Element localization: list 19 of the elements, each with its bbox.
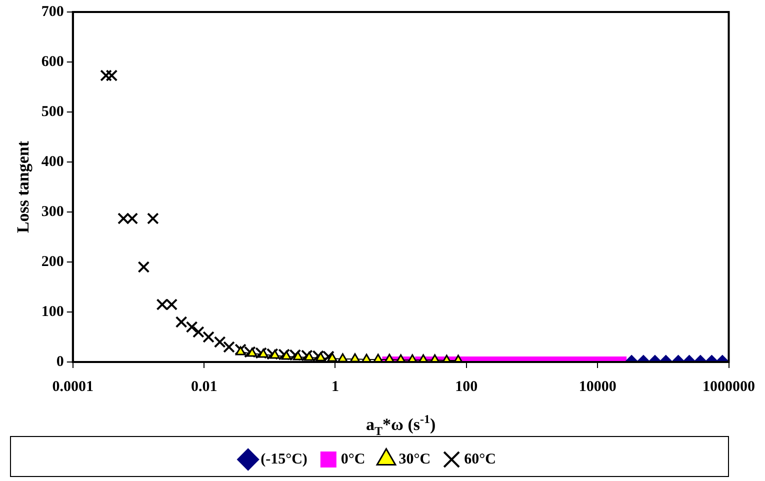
legend-label: 60°C bbox=[464, 451, 496, 468]
y-tick-label: 200 bbox=[41, 254, 64, 270]
x-tick-label: 1000000 bbox=[702, 378, 755, 395]
x-tick-label: 10000 bbox=[578, 378, 616, 395]
x-tick-label: 100 bbox=[455, 378, 478, 395]
y-tick-label: 700 bbox=[41, 4, 64, 20]
y-tick-label: 100 bbox=[41, 304, 64, 320]
x-tick-label: 0.0001 bbox=[52, 378, 94, 395]
y-tick-label: 500 bbox=[41, 104, 64, 120]
y-tick-label: 400 bbox=[41, 154, 64, 170]
y-tick-label: 0 bbox=[56, 354, 64, 370]
x-tick-label: 0.01 bbox=[190, 378, 218, 395]
legend-label: 0°C bbox=[340, 451, 366, 468]
y-tick-label: 600 bbox=[41, 54, 64, 70]
legend-label: (-15°C) bbox=[260, 451, 308, 468]
y-axis-title: Loss tangent bbox=[14, 140, 33, 234]
x-tick-label: 1 bbox=[331, 378, 339, 395]
y-tick-label: 300 bbox=[41, 204, 64, 220]
legend-label: 30°C bbox=[398, 451, 431, 468]
